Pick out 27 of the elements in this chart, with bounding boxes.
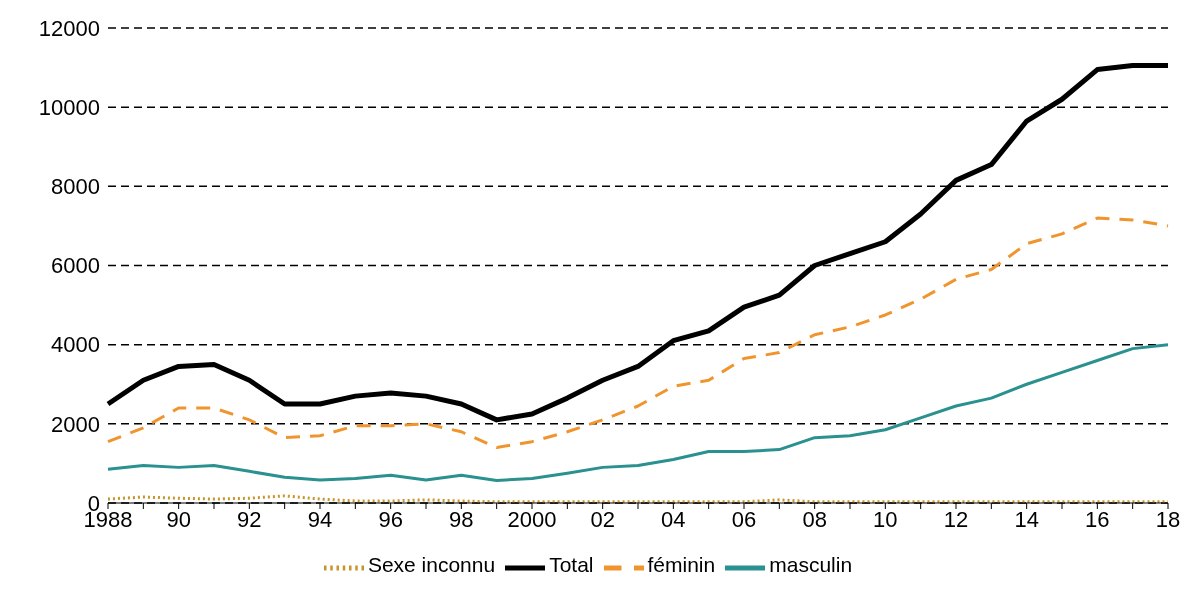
x-tick-label: 14 [1014,506,1039,532]
x-tick-label: 2000 [507,506,557,532]
x-tick-label: 96 [378,506,403,532]
x-tick-label: 94 [307,506,333,532]
legend-label: masculin [769,553,853,577]
x-tick-label: 92 [237,506,262,532]
x-tick-label: 12 [943,506,969,532]
x-tick-label: 04 [661,506,686,532]
y-tick-label: 8000 [51,174,100,200]
line-series [106,343,1170,482]
legend-label: Sexe inconnu [367,553,496,577]
x-tick-label: 08 [802,506,827,532]
x-tick-label: 10 [873,506,898,532]
y-tick-label: 6000 [51,253,100,279]
x-tick-label: 02 [590,506,615,532]
x-tick-label: 06 [731,506,757,532]
y-tick-label: 12000 [38,15,100,41]
y-tick-label: 10000 [38,94,100,120]
y-tick-label: 4000 [51,332,100,358]
x-tick-label: 18 [1155,506,1181,532]
line-series [106,216,1170,450]
x-tick-label: 16 [1085,506,1110,532]
y-tick-label: 2000 [51,411,100,437]
x-tick-label: 98 [449,506,474,532]
legend-label: féminin [647,553,716,577]
x-tick-label: 90 [166,506,191,532]
legend-label: Total [549,553,594,577]
